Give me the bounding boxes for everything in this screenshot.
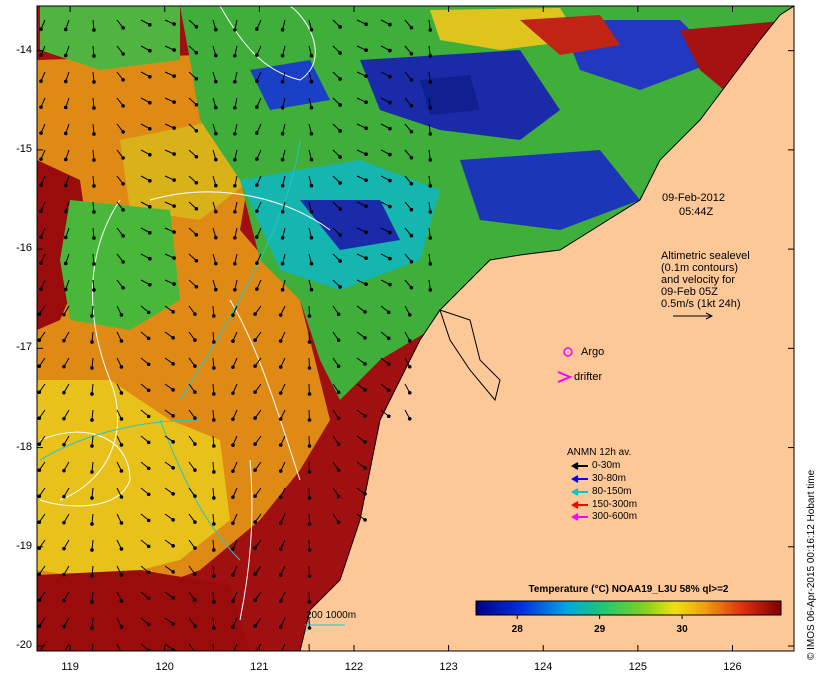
cool-zone-6 <box>420 75 480 115</box>
anmn-legend-item: 300-600m <box>592 511 638 522</box>
lat-tick-label: -15 <box>16 142 32 155</box>
drifter-label: drifter <box>574 371 603 383</box>
cool-zone-3 <box>300 200 400 250</box>
lon-tick-label: 119 <box>61 661 79 673</box>
cool-zone-5 <box>250 60 330 110</box>
timestamp-time: 05:44Z <box>679 206 714 218</box>
lat-tick-label: -19 <box>16 539 32 552</box>
colorbar-title: Temperature (°C) NOAA19_L3U 58% ql>=2 <box>528 584 729 595</box>
colorbar <box>475 600 782 616</box>
timestamp-date: 09-Feb-2012 <box>662 192 725 204</box>
lon-tick-label: 124 <box>534 661 553 673</box>
colorbar-tick-label: 30 <box>676 624 688 635</box>
altimetry-note-line1: Altimetric sealevel <box>661 250 750 262</box>
mid-zone-green-west <box>60 200 180 330</box>
anmn-legend-item: 30-80m <box>592 473 626 484</box>
land-coast-2 <box>439 309 501 402</box>
colorbar-tick-marks <box>516 615 683 619</box>
plot-frame <box>36 5 795 652</box>
warm-zone-darkred-south <box>37 570 250 651</box>
altimetry-note-line2: (0.1m contours) <box>661 262 739 274</box>
velocity-arrows <box>37 19 433 651</box>
altimetry-note-line5: 0.5m/s (1kt 24h) <box>661 298 741 310</box>
argo-label: Argo <box>581 346 605 358</box>
colorbar-tick-label: 29 <box>594 624 606 635</box>
altimetry-note-line3: and velocity for <box>661 274 735 286</box>
lat-tick-label: -20 <box>16 639 32 652</box>
credit-text: © IMOS 06-Apr-2015 00:16:12 Hobart time <box>806 469 817 660</box>
axis-ticks <box>37 6 794 651</box>
anmn-legend-title: ANMN 12h av. <box>567 447 632 458</box>
lon-tick-label: 122 <box>344 661 364 673</box>
lon-tick-label: 121 <box>250 661 269 673</box>
warm-zone-yellow <box>37 380 230 580</box>
cool-zone-2 <box>460 150 640 230</box>
sealevel-contours <box>39 6 331 621</box>
anmn-legend-arrows <box>571 462 588 521</box>
lon-tick-label: 120 <box>155 661 174 673</box>
anmn-legend-item: 80-150m <box>592 486 632 497</box>
altimetry-note-line4: 09-Feb 05Z <box>661 286 718 298</box>
lat-tick-label: -14 <box>16 43 32 56</box>
lat-tick-label: -16 <box>16 242 32 255</box>
colorbar-tick-label: 28 <box>511 624 523 635</box>
anmn-legend-item: 150-300m <box>592 499 638 510</box>
land-mass <box>299 6 794 651</box>
north-red <box>520 15 620 55</box>
anmn-legend-item: 0-30m <box>592 460 621 471</box>
lat-tick-label: -18 <box>16 440 32 453</box>
lon-tick-label: 123 <box>439 661 458 673</box>
argo-marker <box>563 347 573 357</box>
drifter-marker <box>557 371 573 383</box>
lat-tick-label: -17 <box>16 341 32 354</box>
depth-scale-label: 200 1000m <box>306 610 357 621</box>
lon-tick-label: 125 <box>628 661 648 673</box>
lon-tick-label: 126 <box>723 661 742 673</box>
